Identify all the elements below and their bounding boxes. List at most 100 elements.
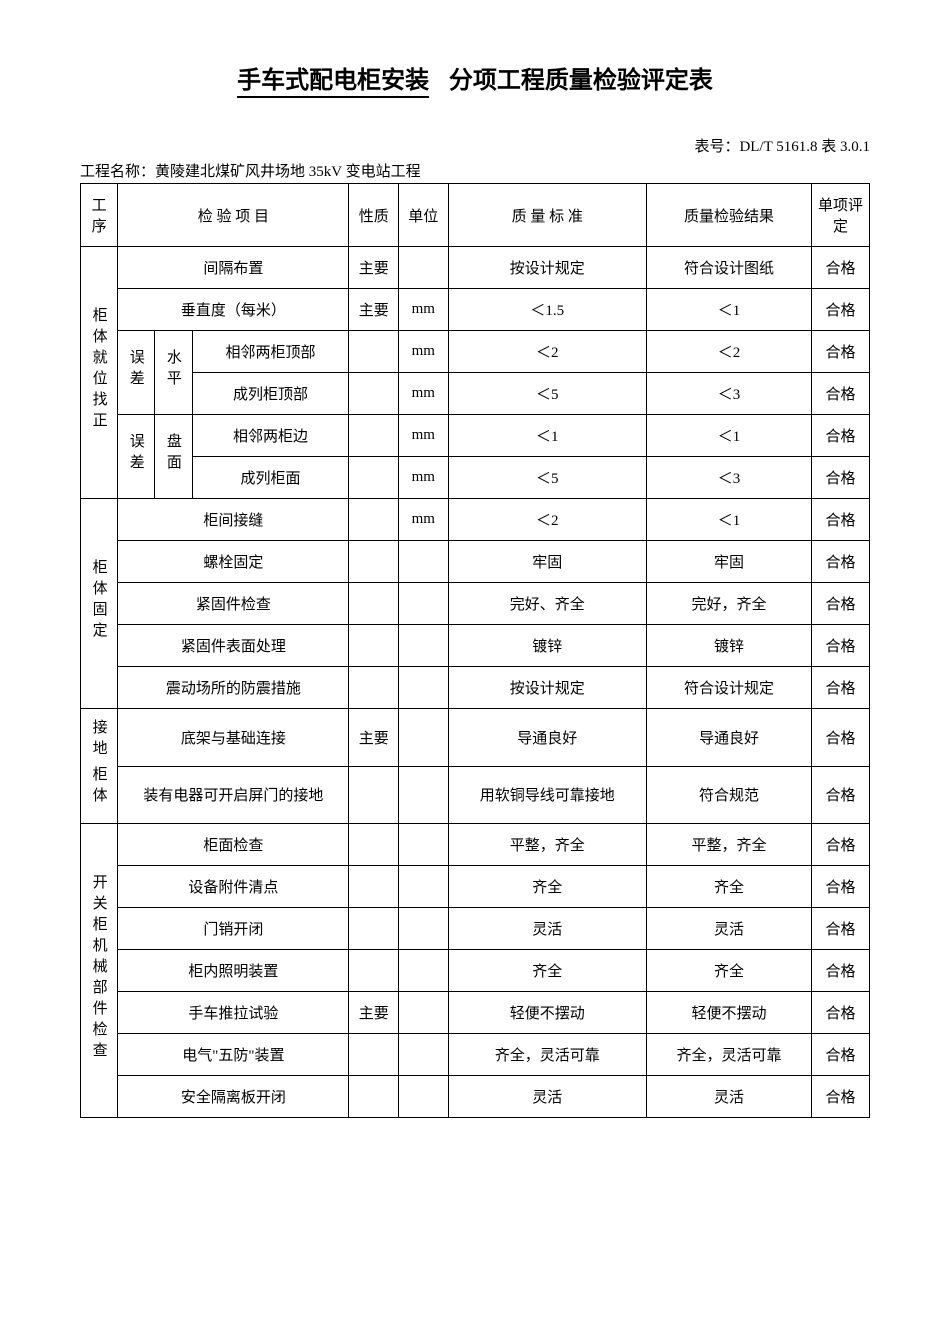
cell-item: 手车推拉试验 [118, 992, 349, 1034]
cell-standard: ＜5 [448, 373, 646, 415]
table-row: 柜体就位找正 间隔布置 主要 按设计规定 符合设计图纸 合格 [81, 247, 870, 289]
cell-unit [399, 824, 449, 866]
cell-standard: 按设计规定 [448, 247, 646, 289]
header-item: 检 验 项 目 [118, 184, 349, 247]
cell-unit [399, 908, 449, 950]
cell-sub1: 误差 [118, 331, 155, 415]
cell-result: 牢固 [646, 541, 811, 583]
cell-item: 垂直度（每米） [118, 289, 349, 331]
cell-unit [399, 247, 449, 289]
cell-nature [349, 541, 399, 583]
table-row: 设备附件清点 齐全 齐全 合格 [81, 866, 870, 908]
cell-unit [399, 667, 449, 709]
cell-eval: 合格 [812, 247, 870, 289]
cell-standard: ＜2 [448, 331, 646, 373]
header-result: 质量检验结果 [646, 184, 811, 247]
cell-result: ＜2 [646, 331, 811, 373]
cell-item: 螺栓固定 [118, 541, 349, 583]
table-row: 门销开闭 灵活 灵活 合格 [81, 908, 870, 950]
cell-item: 震动场所的防震措施 [118, 667, 349, 709]
title-underlined: 手车式配电柜安装 [237, 68, 429, 98]
cell-standard: ＜1.5 [448, 289, 646, 331]
title-rest: 分项工程质量检验评定表 [449, 68, 713, 94]
cell-unit [399, 709, 449, 767]
table-row: 接地 柜体 底架与基础连接 主要 导通良好 导通良好 合格 [81, 709, 870, 767]
cell-result: 齐全，灵活可靠 [646, 1034, 811, 1076]
cell-eval: 合格 [812, 415, 870, 457]
table-number: 表号：DL/T 5161.8 表 3.0.1 [80, 135, 870, 156]
header-unit: 单位 [399, 184, 449, 247]
cell-item: 底架与基础连接 [118, 709, 349, 767]
table-row: 柜体固定 柜间接缝 mm ＜2 ＜1 合格 [81, 499, 870, 541]
cell-standard: ＜2 [448, 499, 646, 541]
cell-unit: mm [399, 415, 449, 457]
cell-result: 齐全 [646, 866, 811, 908]
cell-result: 符合设计图纸 [646, 247, 811, 289]
cell-nature [349, 331, 399, 373]
section-name: 接地 柜体 [81, 709, 118, 824]
cell-result: ＜3 [646, 457, 811, 499]
table-row: 电气"五防"装置 齐全，灵活可靠 齐全，灵活可靠 合格 [81, 1034, 870, 1076]
cell-sub1: 误差 [118, 415, 155, 499]
cell-eval: 合格 [812, 625, 870, 667]
cell-standard: 完好、齐全 [448, 583, 646, 625]
table-row: 成列柜顶部 mm ＜5 ＜3 合格 [81, 373, 870, 415]
cell-nature [349, 583, 399, 625]
cell-item: 装有电器可开启屏门的接地 [118, 766, 349, 824]
cell-unit [399, 583, 449, 625]
header-nature: 性质 [349, 184, 399, 247]
cell-nature [349, 950, 399, 992]
cell-item: 门销开闭 [118, 908, 349, 950]
cell-eval: 合格 [812, 667, 870, 709]
table-row: 紧固件表面处理 镀锌 镀锌 合格 [81, 625, 870, 667]
cell-item: 柜间接缝 [118, 499, 349, 541]
header-standard: 质 量 标 准 [448, 184, 646, 247]
page-title: 手车式配电柜安装 分项工程质量检验评定表 [80, 60, 870, 95]
cell-unit [399, 625, 449, 667]
cell-eval: 合格 [812, 766, 870, 824]
cell-result: 完好，齐全 [646, 583, 811, 625]
cell-standard: ＜5 [448, 457, 646, 499]
cell-item: 相邻两柜边 [192, 415, 349, 457]
cell-nature [349, 415, 399, 457]
cell-unit [399, 766, 449, 824]
table-row: 垂直度（每米） 主要 mm ＜1.5 ＜1 合格 [81, 289, 870, 331]
cell-unit [399, 541, 449, 583]
cell-nature [349, 373, 399, 415]
cell-eval: 合格 [812, 866, 870, 908]
cell-eval: 合格 [812, 950, 870, 992]
cell-result: 齐全 [646, 950, 811, 992]
cell-item: 柜面检查 [118, 824, 349, 866]
cell-eval: 合格 [812, 457, 870, 499]
cell-result: 轻便不摆动 [646, 992, 811, 1034]
cell-eval: 合格 [812, 709, 870, 767]
cell-standard: 齐全 [448, 866, 646, 908]
table-row: 手车推拉试验 主要 轻便不摆动 轻便不摆动 合格 [81, 992, 870, 1034]
project-name: 工程名称：黄陵建北煤矿风井场地 35kV 变电站工程 [80, 160, 870, 181]
cell-standard: 牢固 [448, 541, 646, 583]
cell-result: ＜1 [646, 499, 811, 541]
table-row: 开关柜机械部件检查 柜面检查 平整，齐全 平整，齐全 合格 [81, 824, 870, 866]
cell-result: 平整，齐全 [646, 824, 811, 866]
cell-item: 成列柜顶部 [192, 373, 349, 415]
cell-standard: 灵活 [448, 1076, 646, 1118]
cell-unit [399, 1076, 449, 1118]
cell-item: 紧固件表面处理 [118, 625, 349, 667]
section-name: 柜体固定 [81, 499, 118, 709]
cell-eval: 合格 [812, 331, 870, 373]
cell-standard: 齐全 [448, 950, 646, 992]
cell-result: ＜3 [646, 373, 811, 415]
cell-nature [349, 824, 399, 866]
cell-nature [349, 667, 399, 709]
cell-sub2: 水平 [155, 331, 192, 415]
cell-nature [349, 625, 399, 667]
table-row: 成列柜面 mm ＜5 ＜3 合格 [81, 457, 870, 499]
cell-standard: 导通良好 [448, 709, 646, 767]
cell-standard: 平整，齐全 [448, 824, 646, 866]
cell-standard: ＜1 [448, 415, 646, 457]
table-row: 装有电器可开启屏门的接地 用软铜导线可靠接地 符合规范 合格 [81, 766, 870, 824]
table-header-row: 工序 检 验 项 目 性质 单位 质 量 标 准 质量检验结果 单项评定 [81, 184, 870, 247]
cell-item: 间隔布置 [118, 247, 349, 289]
cell-result: ＜1 [646, 289, 811, 331]
cell-eval: 合格 [812, 289, 870, 331]
